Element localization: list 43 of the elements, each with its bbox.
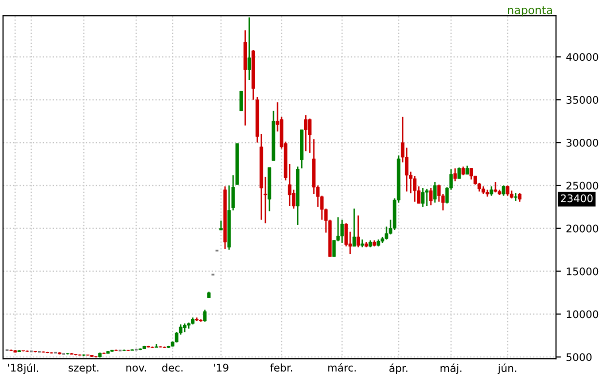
candlestick bbox=[248, 16, 251, 81]
y-tick-label: 40000 bbox=[566, 53, 598, 61]
y-tick-label: 10000 bbox=[566, 310, 598, 318]
candlestick bbox=[304, 114, 308, 152]
y-tick-label: 25000 bbox=[566, 182, 598, 190]
candlestick bbox=[352, 208, 356, 248]
y-tick-label: 5000 bbox=[566, 353, 592, 362]
y-tick-label: 15000 bbox=[566, 267, 598, 276]
x-tick-label: szept. bbox=[68, 364, 98, 374]
x-tick-label: máj. bbox=[440, 364, 462, 374]
candlestick bbox=[340, 219, 344, 244]
candlestick bbox=[453, 168, 457, 182]
candlestick bbox=[506, 184, 510, 196]
text: 23400 bbox=[560, 194, 593, 202]
candlestick bbox=[429, 187, 433, 206]
y-tick-label: 35000 bbox=[566, 96, 598, 104]
candlestick bbox=[514, 192, 518, 202]
y-tick-label: 30000 bbox=[566, 138, 598, 147]
x-tick-label: jún. bbox=[498, 364, 516, 374]
x-tick-label: dec. bbox=[162, 364, 182, 372]
candlestick bbox=[219, 220, 223, 231]
x-tick-label: júl. bbox=[23, 364, 38, 374]
x-tick-label: ápr. bbox=[389, 364, 408, 374]
candlestick bbox=[490, 186, 494, 196]
candlestick bbox=[203, 309, 207, 323]
candlestick bbox=[425, 188, 429, 207]
candlestick bbox=[356, 214, 360, 248]
candlestick bbox=[433, 181, 437, 204]
x-tick-label: márc. bbox=[328, 363, 356, 372]
candlestick bbox=[308, 118, 312, 154]
annotation: naponta bbox=[508, 6, 552, 16]
candlestick bbox=[239, 90, 243, 112]
candlestick bbox=[457, 166, 461, 180]
x-tick-label: '19 bbox=[214, 364, 228, 372]
x-tick-label: nov. bbox=[126, 366, 146, 372]
candlestick bbox=[413, 175, 416, 202]
candlestick bbox=[470, 168, 473, 180]
candlestick bbox=[494, 181, 498, 194]
candlestick bbox=[502, 184, 506, 196]
x-tick-label: febr. bbox=[270, 364, 292, 372]
y-tick-label: 20000 bbox=[566, 224, 598, 232]
candlestick bbox=[421, 187, 425, 208]
x-tick-label: '18 bbox=[8, 364, 23, 372]
